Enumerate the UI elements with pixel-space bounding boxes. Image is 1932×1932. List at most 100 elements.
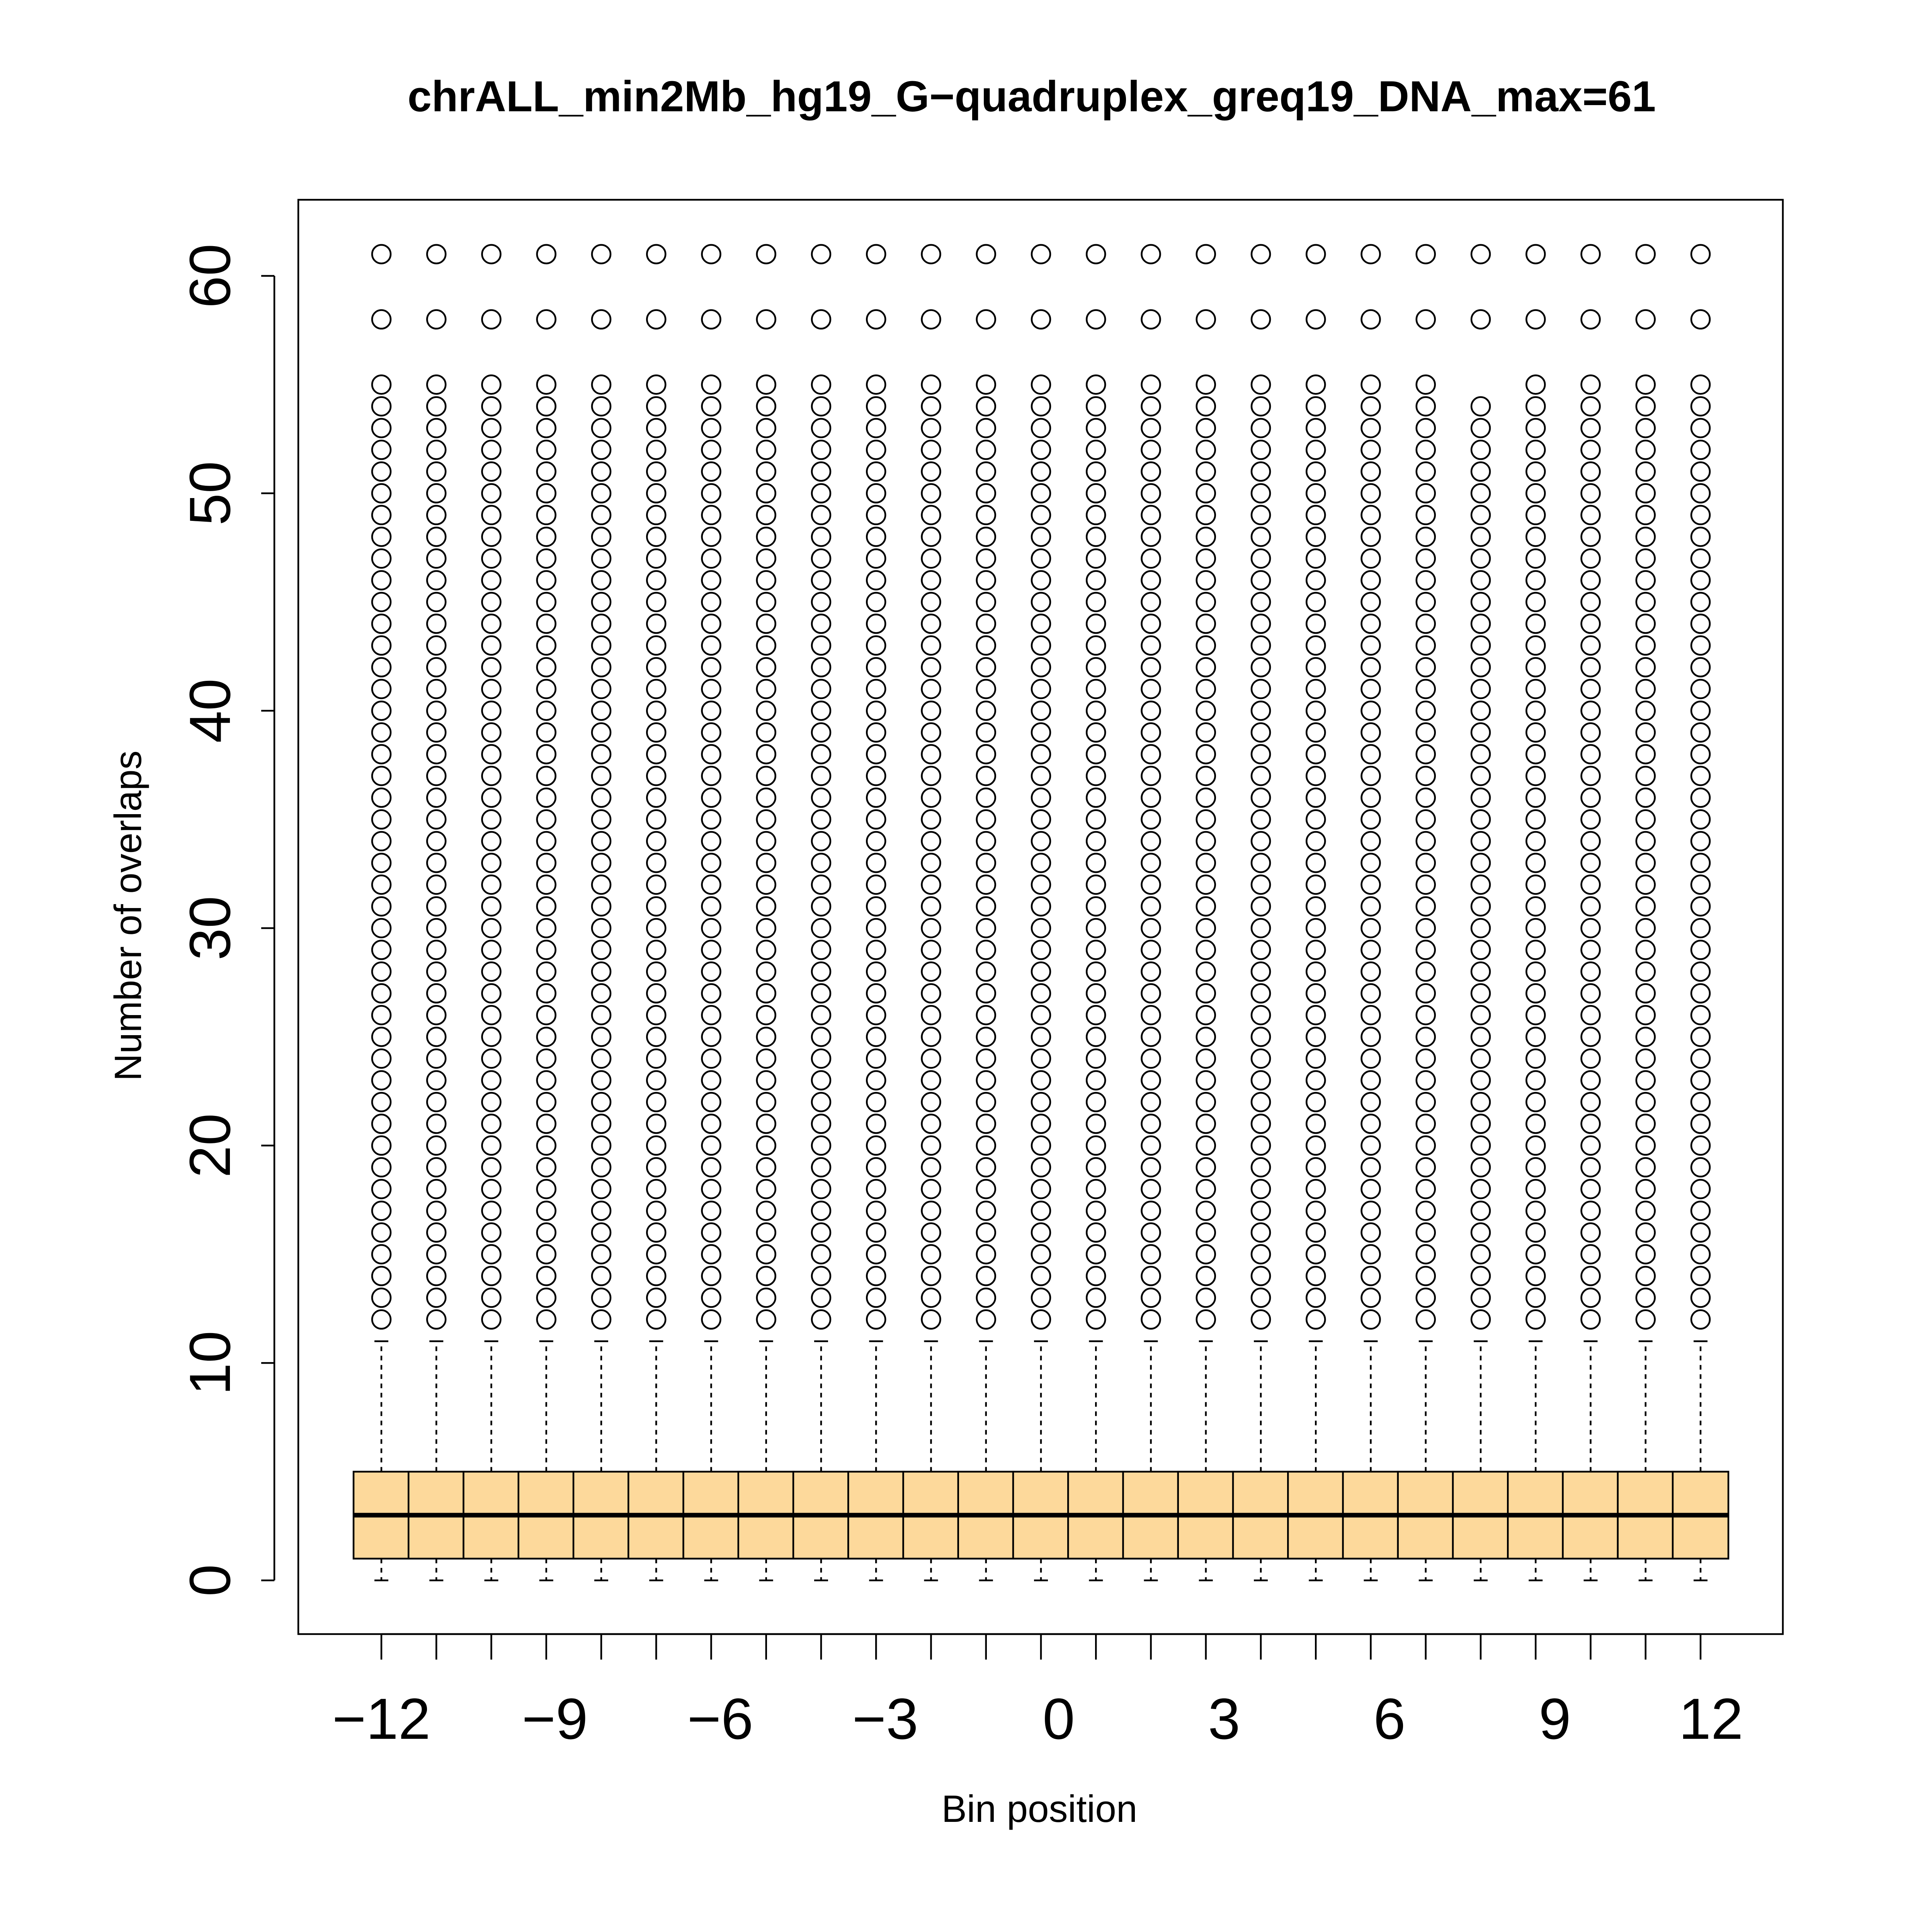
outlier-point [811, 1048, 832, 1069]
outlier-point [1031, 1266, 1051, 1286]
outlier-point [481, 374, 502, 395]
outlier-point [1580, 548, 1601, 569]
outlier-point [1141, 461, 1161, 482]
outlier-point [1196, 852, 1216, 873]
outlier-point [756, 940, 776, 960]
outlier-point [591, 1027, 612, 1047]
outlier-point [1415, 1266, 1436, 1286]
outlier-point [976, 1157, 996, 1178]
outlier-point [1690, 874, 1711, 895]
outlier-point [701, 679, 721, 699]
outlier-point [371, 374, 392, 395]
outlier-point [1361, 635, 1381, 656]
outlier-point [426, 1157, 447, 1178]
outlier-point [1141, 744, 1161, 765]
outlier-point [701, 1048, 721, 1069]
outlier-point [866, 1266, 886, 1286]
outlier-point [866, 1179, 886, 1199]
outlier-point [426, 787, 447, 808]
outlier-point [1196, 722, 1216, 743]
outlier-point [646, 787, 667, 808]
outlier-point [371, 548, 392, 569]
outlier-point [591, 526, 612, 547]
outlier-point [426, 874, 447, 895]
outlier-point [1580, 614, 1601, 634]
outlier-point [1690, 461, 1711, 482]
outlier-point [1361, 461, 1381, 482]
outlier-point [756, 1201, 776, 1221]
outlier-point [1690, 679, 1711, 699]
outlier-point [646, 1309, 667, 1330]
outlier-point [646, 1201, 667, 1221]
outlier-point [1470, 505, 1491, 526]
outlier-point [921, 1027, 941, 1047]
outlier-point [536, 374, 556, 395]
outlier-point [1306, 701, 1326, 721]
outlier-point [591, 635, 612, 656]
outlier-point [1031, 961, 1051, 982]
outlier-point [921, 635, 941, 656]
outlier-point [1690, 526, 1711, 547]
outlier-point [1141, 1266, 1161, 1286]
outlier-point [1635, 614, 1656, 634]
outlier-point [426, 461, 447, 482]
outlier-point [1306, 1244, 1326, 1265]
outlier-point [1415, 852, 1436, 873]
outlier-point [1250, 961, 1271, 982]
outlier-point [921, 1244, 941, 1265]
outlier-point [921, 983, 941, 1004]
outlier-point [1306, 765, 1326, 786]
outlier-point [646, 461, 667, 482]
outlier-point [481, 1244, 502, 1265]
outlier-point [1086, 1135, 1106, 1156]
outlier-point [756, 874, 776, 895]
outlier-point [1141, 592, 1161, 612]
outlier-point [866, 483, 886, 503]
outlier-point [1196, 1266, 1216, 1286]
outlier-point [1415, 439, 1436, 460]
outlier-point [1470, 918, 1491, 939]
outlier-point [1141, 896, 1161, 917]
outlier-point [1031, 592, 1051, 612]
outlier-point [1526, 1287, 1546, 1308]
outlier-point [1580, 874, 1601, 895]
outlier-point [646, 592, 667, 612]
outlier-point [921, 461, 941, 482]
outlier-point [811, 1179, 832, 1199]
outlier-point [1196, 1092, 1216, 1112]
outlier-point [1361, 1244, 1381, 1265]
outlier-point [866, 1114, 886, 1134]
outlier-point [591, 505, 612, 526]
outlier-point [646, 679, 667, 699]
outlier-point [811, 1027, 832, 1047]
outlier-point [701, 1201, 721, 1221]
outlier-point [1196, 1070, 1216, 1091]
outlier-point [1635, 548, 1656, 569]
outlier-point [811, 309, 832, 330]
box-group--6 [682, 244, 740, 1582]
outlier-point [1086, 961, 1106, 982]
outlier-point [976, 722, 996, 743]
outlier-point [646, 548, 667, 569]
outlier-point [371, 918, 392, 939]
outlier-point [1526, 1070, 1546, 1091]
outlier-point [756, 831, 776, 852]
outlier-point [1470, 940, 1491, 960]
outlier-point [1086, 940, 1106, 960]
outlier-point [536, 1092, 556, 1112]
outlier-point [1526, 1309, 1546, 1330]
outlier-point [646, 418, 667, 439]
outlier-point [1086, 1048, 1106, 1069]
outlier-point [481, 983, 502, 1004]
outlier-point [591, 1222, 612, 1243]
outlier-point [701, 744, 721, 765]
outlier-point [1306, 1114, 1326, 1134]
outlier-point [1526, 983, 1546, 1004]
outlier-point [426, 744, 447, 765]
outlier-point [1250, 940, 1271, 960]
outlier-point [1526, 831, 1546, 852]
outlier-point [1526, 874, 1546, 895]
outlier-point [1635, 592, 1656, 612]
outlier-point [481, 396, 502, 417]
outlier-point [1196, 1027, 1216, 1047]
